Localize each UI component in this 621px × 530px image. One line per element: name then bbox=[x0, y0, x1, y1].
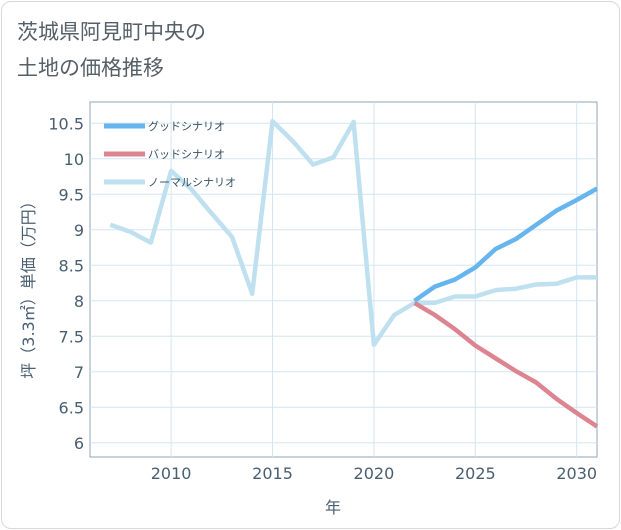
y-tick-label: 8.5 bbox=[59, 256, 84, 275]
legend-label: グッドシナリオ bbox=[148, 119, 225, 133]
y-tick-label: 7 bbox=[74, 363, 84, 382]
x-tick-label: 2020 bbox=[354, 464, 395, 483]
x-tick-label: 2010 bbox=[151, 464, 192, 483]
plot-area bbox=[89, 101, 598, 458]
y-axis-title: 坪（3.3㎡）単価（万円） bbox=[19, 193, 38, 378]
y-tick-label: 9.5 bbox=[59, 185, 84, 204]
x-tick-label: 2030 bbox=[556, 464, 597, 483]
series-line-1 bbox=[413, 300, 599, 429]
x-axis-title: 年 bbox=[325, 498, 341, 517]
series-line-2 bbox=[109, 118, 597, 348]
chart-title-line-1: 茨城県阿見町中央の bbox=[17, 20, 206, 44]
legend-label: ノーマルシナリオ bbox=[148, 176, 236, 189]
y-tick-labels: 6 6.5 7 7.5 8 8.5 9 9.5 10 10.5 bbox=[48, 114, 84, 453]
chart-title: 茨城県阿見町中央の 土地の価格推移 bbox=[17, 14, 206, 86]
legend-label: バッドシナリオ bbox=[148, 148, 225, 161]
y-tick-label: 9 bbox=[74, 221, 84, 240]
grid-lines bbox=[90, 102, 597, 457]
y-tick-label: 7.5 bbox=[59, 327, 84, 346]
series-lines bbox=[109, 118, 599, 429]
y-tick-label: 10.5 bbox=[48, 114, 84, 133]
x-tick-label: 2015 bbox=[252, 464, 293, 483]
series-line-0 bbox=[413, 186, 599, 303]
y-tick-label: 10 bbox=[64, 150, 84, 169]
y-tick-label: 6.5 bbox=[59, 398, 84, 417]
chart-title-line-2: 土地の価格推移 bbox=[17, 56, 164, 80]
x-tick-labels: 2010 2015 2020 2025 2030 bbox=[151, 464, 597, 483]
x-tick-label: 2025 bbox=[455, 464, 496, 483]
y-tick-label: 8 bbox=[74, 292, 84, 311]
y-tick-label: 6 bbox=[74, 434, 84, 453]
